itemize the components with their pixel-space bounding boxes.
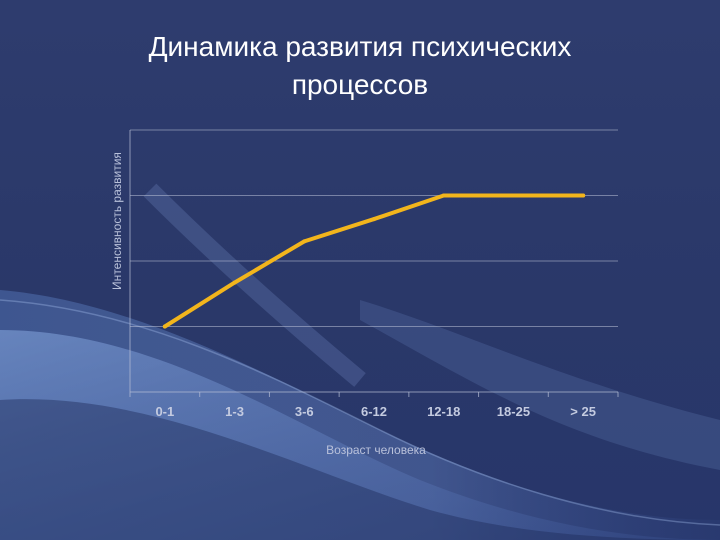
x-tick-label: 6-12 xyxy=(361,404,387,419)
wave-band-3 xyxy=(0,399,720,540)
title-line-1: Динамика развития психических xyxy=(148,31,572,62)
series-layer xyxy=(162,193,586,329)
wave-band-4 xyxy=(360,300,720,470)
x-tick-label: 18-25 xyxy=(497,404,530,419)
data-point xyxy=(441,193,446,198)
label-layer: 0-1 1-3 3-6 6-12 12-18 18-25 > 25 xyxy=(155,404,596,419)
wave-line-1 xyxy=(0,299,720,526)
data-point xyxy=(372,217,376,222)
x-tick-label: 1-3 xyxy=(225,404,244,419)
data-point xyxy=(302,239,307,244)
axis-layer xyxy=(129,130,619,397)
x-tick-label: 3-6 xyxy=(295,404,314,419)
slide-title: Динамика развития психических процессов xyxy=(60,28,660,104)
x-axis-title: Возраст человека xyxy=(326,443,426,457)
data-point xyxy=(232,280,237,285)
x-tick-label: 12-18 xyxy=(427,404,460,419)
wave-line-2 xyxy=(143,183,366,387)
y-axis-title: Интенсивность развития xyxy=(110,152,124,290)
data-point xyxy=(162,324,167,329)
x-tick-label: 0-1 xyxy=(155,404,174,419)
data-point xyxy=(581,193,586,198)
title-line-2: процессов xyxy=(291,69,429,100)
x-tick-label: > 25 xyxy=(570,404,596,419)
data-point xyxy=(511,193,516,198)
grid-layer xyxy=(130,129,618,327)
wave-band-2 xyxy=(0,330,720,540)
